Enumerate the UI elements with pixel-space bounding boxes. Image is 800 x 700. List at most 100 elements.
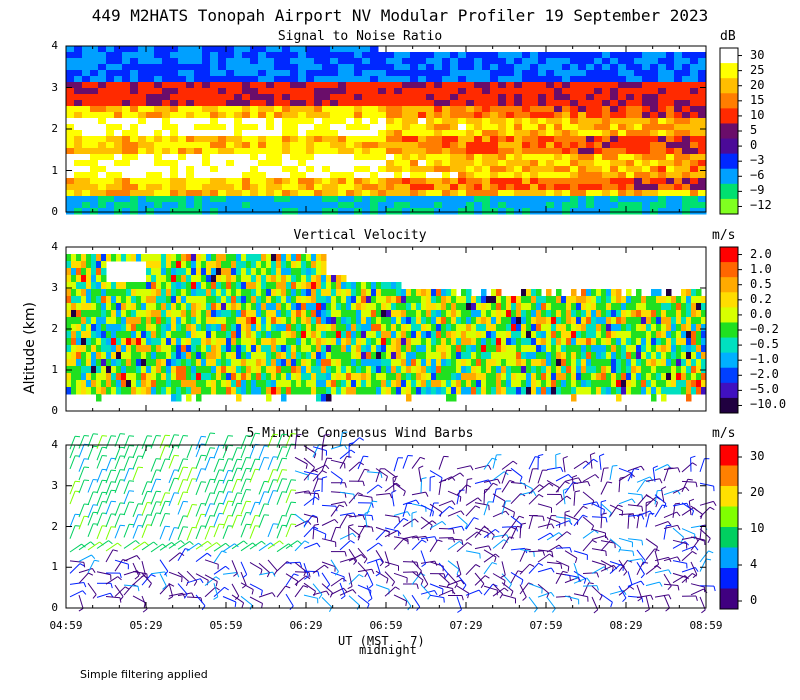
wind-barb bbox=[204, 515, 211, 529]
vv-cell bbox=[491, 373, 497, 381]
wind-barb-flag bbox=[246, 500, 252, 503]
vv-cell bbox=[381, 359, 387, 367]
vv-cell bbox=[581, 289, 587, 297]
snr-cell bbox=[178, 124, 187, 131]
snr-cell bbox=[498, 184, 507, 191]
vv-cell bbox=[176, 366, 182, 374]
snr-cell bbox=[650, 166, 659, 173]
snr-cell bbox=[418, 136, 427, 143]
vv-unit: m/s bbox=[712, 228, 736, 243]
snr-cell bbox=[394, 58, 403, 65]
vv-cell bbox=[611, 303, 617, 311]
snr-cell bbox=[626, 76, 635, 83]
vv-cell bbox=[341, 373, 347, 381]
vv-cell bbox=[631, 359, 637, 367]
vv-cell bbox=[66, 289, 72, 297]
vv-cell bbox=[241, 296, 247, 304]
snr-cell bbox=[618, 124, 627, 131]
snr-cell bbox=[242, 166, 251, 173]
vv-cell bbox=[666, 303, 672, 311]
snr-cell bbox=[210, 52, 219, 59]
vv-cell bbox=[516, 296, 522, 304]
snr-cell bbox=[698, 130, 707, 137]
vv-cell bbox=[451, 359, 457, 367]
wind-barb bbox=[294, 585, 304, 598]
vv-cell bbox=[436, 366, 442, 374]
vv-cell bbox=[231, 345, 237, 353]
wind-barb-flag bbox=[83, 582, 87, 588]
vv-cell bbox=[221, 359, 227, 367]
vv-cell bbox=[206, 338, 212, 346]
wind-barb-flag bbox=[246, 435, 252, 437]
snr-cell bbox=[530, 64, 539, 71]
snr-cell bbox=[594, 154, 603, 161]
wind-barb bbox=[258, 592, 273, 598]
snr-cell bbox=[306, 112, 315, 119]
wind-barb-flag bbox=[165, 525, 171, 528]
vv-cell bbox=[476, 310, 482, 318]
vv-cell bbox=[231, 331, 237, 339]
vv-cell bbox=[471, 380, 477, 388]
snr-cell bbox=[466, 52, 475, 59]
vv-cell bbox=[291, 289, 297, 297]
snr-cell bbox=[82, 112, 91, 119]
wind-barb bbox=[78, 435, 85, 449]
snr-cell bbox=[498, 64, 507, 71]
vv-cell bbox=[491, 380, 497, 388]
snr-cell bbox=[186, 172, 195, 179]
wind-barb bbox=[294, 513, 307, 524]
vv-cell bbox=[566, 380, 572, 388]
snr-cell bbox=[170, 118, 179, 125]
wind-barb bbox=[96, 592, 111, 598]
snr-cell bbox=[570, 100, 579, 107]
snr-cell bbox=[634, 82, 643, 89]
vv-cell bbox=[601, 373, 607, 381]
wind-barb-flag bbox=[75, 525, 81, 527]
vv-cell bbox=[471, 303, 477, 311]
vv-cell bbox=[211, 373, 217, 381]
vv-cell bbox=[66, 380, 72, 388]
vv-cell bbox=[316, 303, 322, 311]
snr-cell bbox=[186, 196, 195, 203]
snr-cell bbox=[346, 154, 355, 161]
wind-barb-flag bbox=[221, 550, 227, 554]
snr-cell bbox=[154, 160, 163, 167]
snr-cell bbox=[370, 124, 379, 131]
vv-cell bbox=[66, 310, 72, 318]
snr-cell bbox=[154, 208, 163, 215]
vv-cell bbox=[111, 310, 117, 318]
snr-cell bbox=[306, 172, 315, 179]
snr-cell bbox=[410, 52, 419, 59]
snr-cell bbox=[506, 142, 515, 149]
snr-cell bbox=[586, 100, 595, 107]
vv-cell bbox=[651, 296, 657, 304]
snr-cell bbox=[474, 202, 483, 209]
snr-cell bbox=[122, 76, 131, 83]
wind-barb bbox=[240, 595, 253, 606]
vv-cell bbox=[301, 289, 307, 297]
vv-cell bbox=[431, 310, 437, 318]
vv-cell bbox=[251, 268, 257, 276]
vv-cell bbox=[176, 268, 182, 276]
vv-cell bbox=[201, 296, 207, 304]
snr-cell bbox=[698, 64, 707, 71]
vv-cell bbox=[481, 352, 487, 360]
snr-cell bbox=[338, 166, 347, 173]
vv-cell bbox=[526, 303, 532, 311]
vv-cell bbox=[156, 296, 162, 304]
vv-cell bbox=[181, 359, 187, 367]
snr-cell bbox=[586, 124, 595, 131]
vv-cell bbox=[126, 359, 132, 367]
vv-cell bbox=[701, 317, 707, 325]
snr-cell bbox=[642, 136, 651, 143]
snr-cell bbox=[546, 112, 555, 119]
snr-cell bbox=[418, 106, 427, 113]
wind-barb bbox=[78, 444, 85, 458]
wind-barb-flag bbox=[299, 562, 303, 568]
vv-cell bbox=[401, 359, 407, 367]
wind-barb bbox=[240, 468, 247, 482]
vv-cell bbox=[286, 324, 292, 332]
vv-cell bbox=[601, 345, 607, 353]
vv-cell bbox=[651, 310, 657, 318]
vv-cell bbox=[251, 324, 257, 332]
